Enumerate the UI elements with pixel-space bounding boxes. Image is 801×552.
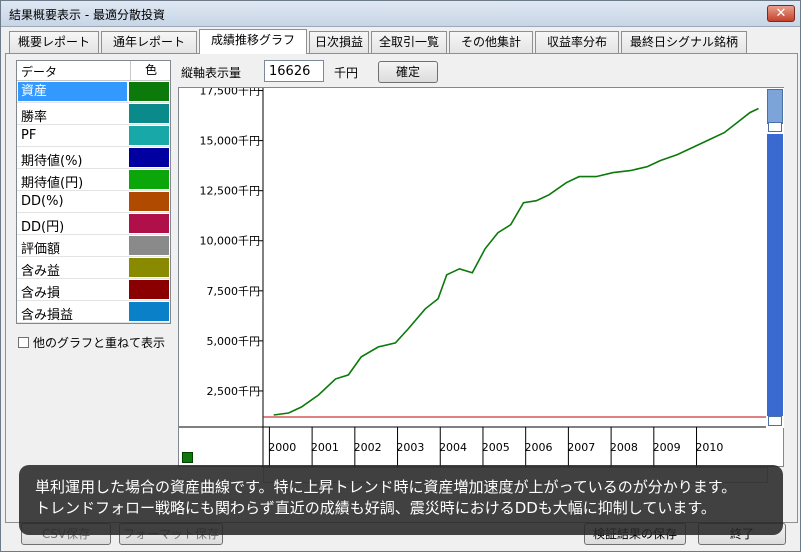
legend-row[interactable]: 含み損	[17, 279, 170, 301]
legend-label: 含み損	[21, 286, 61, 301]
y-tick-label: 7,500千円	[207, 285, 261, 298]
x-tick-label: 2005	[482, 441, 510, 454]
legend-row[interactable]: 勝率	[17, 103, 170, 125]
scroll-thumb[interactable]	[768, 122, 782, 132]
legend-color-swatch[interactable]	[129, 82, 169, 101]
legend-label: 勝率	[21, 110, 48, 125]
legend-row[interactable]: PF	[17, 125, 170, 147]
legend-row[interactable]: DD(円)	[17, 213, 170, 235]
caption-overlay: 単利運用した場合の資産曲線です。特に上昇トレンド時に資産増加速度が上がっているの…	[19, 465, 783, 535]
legend-row[interactable]: 評価額	[17, 235, 170, 257]
checkbox-box[interactable]	[18, 337, 29, 348]
y-tick-label: 17,500千円	[200, 88, 261, 98]
overlay-checkbox-label: 他のグラフと重ねて表示	[33, 336, 166, 350]
legend-label: 期待値(%)	[21, 154, 83, 169]
legend-row[interactable]: 期待値(円)	[17, 169, 170, 191]
legend-row[interactable]: 期待値(%)	[17, 147, 170, 169]
legend-label: 評価額	[21, 242, 61, 257]
equity-line	[273, 107, 759, 416]
legend-label: 期待値(円)	[21, 176, 84, 191]
x-tick-label: 2000	[268, 441, 296, 454]
series-marker-icon	[182, 452, 193, 463]
legend-color-swatch[interactable]	[129, 258, 169, 277]
scroll-track[interactable]	[767, 134, 783, 416]
tab-5[interactable]: その他集計	[449, 31, 533, 53]
legend-label: DD(%)	[21, 194, 64, 209]
overlay-checkbox[interactable]: 他のグラフと重ねて表示	[18, 334, 165, 351]
axis-amount-input[interactable]: 16626	[264, 60, 324, 82]
legend-color-swatch[interactable]	[129, 236, 169, 255]
close-button[interactable]: ✕	[767, 5, 795, 22]
legend-row[interactable]: DD(%)	[17, 191, 170, 213]
caption-line-2: トレンドフォロー戦略にも関わらず直近の成績も好調、震災時におけるDDも大幅に抑制…	[35, 499, 716, 517]
legend-color-swatch[interactable]	[129, 280, 169, 299]
y-tick-label: 10,000千円	[200, 235, 261, 248]
window-title: 結果概要表示 - 最適分散投資	[9, 8, 165, 22]
legend-label: 資産	[18, 82, 127, 101]
tab-2[interactable]: 成績推移グラフ	[199, 29, 307, 54]
tab-4[interactable]: 全取引一覧	[371, 31, 447, 53]
y-tick-label: 12,500千円	[200, 185, 261, 198]
legend-color-swatch[interactable]	[129, 126, 169, 145]
x-tick-label: 2004	[439, 441, 467, 454]
x-tick-label: 2010	[695, 441, 723, 454]
legend-row[interactable]: 含み益	[17, 257, 170, 279]
x-tick-label: 2003	[396, 441, 424, 454]
y-tick-label: 5,000千円	[207, 335, 261, 348]
chart-area: 2,500千円 5,000千円 7,500千円 10,000千円 12,500千円 15,…	[178, 85, 784, 468]
tab-bar: 概要レポート 通年レポート 成績推移グラフ 日次損益 全取引一覧 その他集計 収益率分布 最終…	[5, 29, 795, 54]
data-legend: データ 色 資産勝率 PF 期待値(%) 期待値(円) DD(%) DD(円) 評価額含み益…	[16, 60, 171, 324]
x-tick-label: 2009	[653, 441, 681, 454]
vertical-scrollbar[interactable]	[766, 88, 784, 428]
scroll-top-segment[interactable]	[767, 89, 783, 124]
x-tick-label: 2001	[311, 441, 339, 454]
axis-amount-label: 縦軸表示量	[181, 66, 242, 80]
tab-6[interactable]: 収益率分布	[535, 31, 619, 53]
legend-color-swatch[interactable]	[129, 170, 169, 189]
legend-color-swatch[interactable]	[129, 192, 169, 211]
legend-row[interactable]: 含み損益	[17, 301, 170, 323]
legend-color-swatch[interactable]	[129, 302, 169, 321]
caption-line-1: 単利運用した場合の資産曲線です。特に上昇トレンド時に資産増加速度が上がっているの…	[35, 478, 737, 496]
legend-label: DD(円)	[21, 220, 65, 235]
tab-7[interactable]: 最終日シグナル銘柄	[621, 31, 747, 53]
legend-row[interactable]: 資産	[17, 81, 170, 103]
x-tick-label: 2007	[567, 441, 595, 454]
legend-label: 含み益	[21, 264, 61, 279]
tab-3[interactable]: 日次損益	[309, 31, 369, 53]
scroll-bottom-thumb[interactable]	[768, 416, 782, 426]
equity-chart: 2,500千円 5,000千円 7,500千円 10,000千円 12,500千円 15,…	[179, 85, 767, 468]
y-tick-label: 2,500千円	[207, 385, 261, 398]
legend-header-data: データ	[21, 65, 58, 79]
axis-unit-label: 千円	[334, 66, 359, 80]
y-tick-label: 15,000千円	[200, 135, 261, 148]
x-tick-label: 2002	[354, 441, 382, 454]
x-tick-label: 2006	[524, 441, 552, 454]
legend-color-swatch[interactable]	[129, 104, 169, 123]
confirm-button[interactable]: 確定	[378, 61, 438, 83]
legend-color-swatch[interactable]	[129, 148, 169, 167]
legend-label: 含み損益	[21, 308, 74, 323]
x-tick-label: 2008	[610, 441, 638, 454]
tab-1[interactable]: 通年レポート	[101, 31, 197, 53]
legend-header-color: 色	[130, 61, 171, 80]
title-bar: 結果概要表示 - 最適分散投資 ✕	[1, 1, 800, 27]
legend-label: PF	[21, 128, 37, 143]
legend-color-swatch[interactable]	[129, 214, 169, 233]
legend-header: データ 色	[17, 61, 170, 81]
tab-0[interactable]: 概要レポート	[9, 31, 99, 53]
